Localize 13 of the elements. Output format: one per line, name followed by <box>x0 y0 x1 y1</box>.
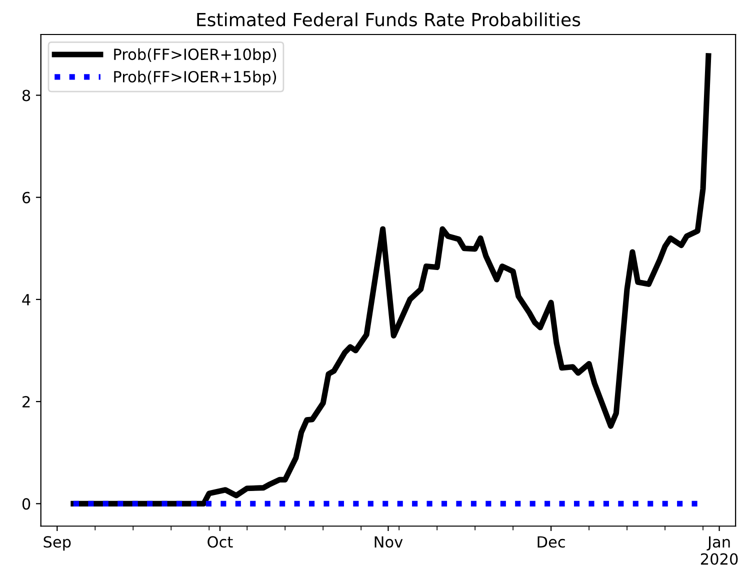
x-tick-label: Jan 2020 <box>700 536 738 565</box>
y-tick-label: 2 <box>22 396 30 408</box>
y-tick-label: 4 <box>22 294 30 306</box>
x-tick-label: Sep <box>44 536 71 551</box>
legend-label: Prob(FF>IOER+15bp) <box>114 70 276 86</box>
y-tick-label: 8 <box>22 90 30 102</box>
legend-label: Prob(FF>IOER+10bp) <box>114 48 276 64</box>
y-tick-label: 0 <box>22 498 30 510</box>
x-tick-label: Oct <box>208 536 233 548</box>
chart-title: Estimated Federal Funds Rate Probabilities <box>197 12 580 26</box>
x-tick-label: Dec <box>538 536 565 548</box>
x-tick-label: Nov <box>374 536 403 548</box>
y-tick-label: 6 <box>22 192 30 204</box>
